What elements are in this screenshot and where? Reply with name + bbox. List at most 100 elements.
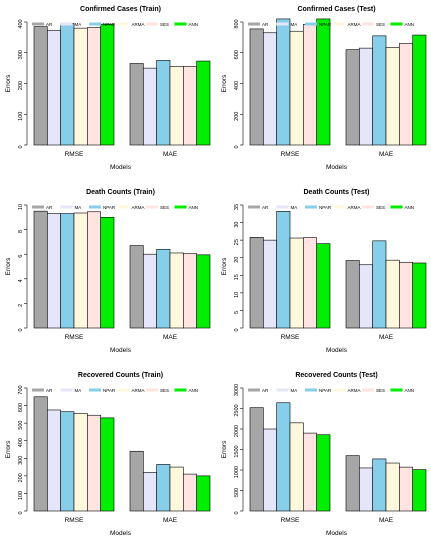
bar-ar-rmse bbox=[249, 28, 264, 146]
y-tick-label: 15 bbox=[234, 274, 240, 280]
y-tick-label: 0 bbox=[18, 511, 24, 514]
bar-ann-rmse bbox=[316, 243, 331, 329]
chart-panel: Confirmed Cases (Train) 0 100 200 300 400 Erro… bbox=[5, 6, 211, 171]
y-tick-label: 10 bbox=[18, 204, 24, 210]
bar-arma-rmse bbox=[73, 212, 88, 329]
bar-ma-mae bbox=[143, 472, 157, 512]
y-tick-label: 3000 bbox=[234, 384, 240, 396]
y-tick-label: 400 bbox=[18, 438, 24, 447]
legend-label: ARMA bbox=[348, 205, 361, 210]
x-category-label: MAE bbox=[163, 517, 178, 524]
bar-npar-mae bbox=[156, 248, 171, 329]
bar-ann-rmse bbox=[316, 434, 331, 512]
bar-arma-mae bbox=[169, 66, 184, 146]
bar-ses-mae bbox=[183, 473, 197, 512]
bar-ar-mae bbox=[345, 455, 360, 512]
legend-label: AR bbox=[46, 388, 53, 393]
legend-label: ARMA bbox=[348, 22, 361, 27]
chart-panel: Recovered Counts (Train) 0 100 200 300 400 500… bbox=[5, 372, 211, 537]
bar-npar-rmse bbox=[276, 18, 291, 146]
x-category-label: RMSE bbox=[281, 151, 300, 158]
legend-label: ANN bbox=[405, 388, 415, 393]
legend-label: SES bbox=[160, 22, 169, 27]
bar-arma-rmse bbox=[289, 422, 304, 512]
bar-ann-mae bbox=[196, 475, 211, 512]
bar-ses-rmse bbox=[87, 27, 101, 146]
x-category-label: MAE bbox=[379, 334, 394, 341]
y-tick-label: 100 bbox=[18, 112, 24, 121]
bar-ma-rmse bbox=[263, 239, 277, 329]
bar-ma-mae bbox=[359, 467, 373, 512]
bar-ses-rmse bbox=[303, 237, 317, 329]
y-tick-label: 25 bbox=[234, 239, 240, 245]
legend-label: MA bbox=[75, 388, 82, 393]
bar-ann-mae bbox=[196, 60, 211, 146]
legend-label: AR bbox=[262, 205, 269, 210]
bar-ar-mae bbox=[345, 49, 360, 146]
x-category-label: MAE bbox=[163, 151, 178, 158]
bar-ann-mae bbox=[412, 469, 427, 512]
legend-label: ANN bbox=[189, 205, 199, 210]
bar-ma-mae bbox=[359, 47, 373, 146]
legend-label: MA bbox=[291, 205, 298, 210]
legend-label: ARMA bbox=[132, 22, 145, 27]
legend-label: NPAR bbox=[103, 22, 116, 27]
bar-ar-rmse bbox=[249, 407, 264, 512]
chart-panel: Recovered Counts (Test) 0 500 1000 1500 2000 2… bbox=[221, 372, 427, 537]
y-tick-label: 0 bbox=[234, 511, 240, 514]
bar-arma-mae bbox=[385, 462, 400, 512]
bar-ann-rmse bbox=[100, 417, 115, 512]
bar-ses-mae bbox=[399, 261, 413, 329]
chart-panel: Confirmed Cases (Test) 0 200 400 600 800 Error… bbox=[221, 6, 427, 171]
bar-arma-rmse bbox=[289, 237, 304, 329]
x-axis-label: Models bbox=[326, 164, 348, 171]
bar-ar-mae bbox=[129, 245, 144, 329]
legend-label: ARMA bbox=[132, 388, 145, 393]
legend-label: MA bbox=[291, 22, 298, 27]
bar-ses-mae bbox=[399, 466, 413, 512]
bar-ma-mae bbox=[359, 264, 373, 329]
y-tick-label: 20 bbox=[234, 257, 240, 263]
legend-label: NPAR bbox=[319, 22, 332, 27]
bar-arma-rmse bbox=[289, 30, 304, 146]
legend-label: SES bbox=[376, 388, 385, 393]
bar-ar-rmse bbox=[33, 26, 48, 146]
y-tick-label: 400 bbox=[234, 81, 240, 90]
y-tick-label: 0 bbox=[234, 145, 240, 148]
y-tick-label: 8 bbox=[18, 230, 24, 233]
y-axis-label: Errors bbox=[221, 74, 228, 92]
bar-ses-rmse bbox=[87, 414, 101, 512]
x-axis-label: Models bbox=[326, 347, 348, 354]
y-tick-label: 400 bbox=[18, 19, 24, 28]
chart-title: Confirmed Cases (Test) bbox=[297, 6, 375, 13]
bar-ar-mae bbox=[129, 450, 144, 512]
bar-ann-rmse bbox=[100, 23, 115, 146]
y-tick-label: 35 bbox=[234, 204, 240, 210]
y-tick-label: 5 bbox=[234, 311, 240, 314]
legend-label: MA bbox=[75, 205, 82, 210]
bar-ma-rmse bbox=[263, 428, 277, 512]
x-category-label: MAE bbox=[379, 151, 394, 158]
bar-npar-rmse bbox=[60, 23, 75, 146]
bar-ann-mae bbox=[196, 254, 211, 329]
bar-ar-mae bbox=[345, 260, 360, 329]
legend-label: AR bbox=[46, 205, 53, 210]
legend-label: ANN bbox=[405, 22, 415, 27]
x-category-label: RMSE bbox=[65, 151, 84, 158]
bar-ann-rmse bbox=[100, 216, 115, 329]
legend-label: NPAR bbox=[103, 205, 116, 210]
x-axis-label: Models bbox=[110, 530, 132, 537]
bar-ma-mae bbox=[143, 253, 157, 329]
bar-ses-mae bbox=[183, 253, 197, 329]
y-tick-label: 0 bbox=[234, 328, 240, 331]
legend-label: NPAR bbox=[319, 205, 332, 210]
bar-ma-rmse bbox=[263, 32, 277, 146]
bar-ann-mae bbox=[412, 34, 427, 146]
chart-title: Confirmed Cases (Train) bbox=[80, 6, 161, 13]
legend-label: ANN bbox=[189, 22, 199, 27]
chart-panel: Death Counts (Train) 0 2 4 6 8 10 Errors RMSE MAE… bbox=[5, 189, 211, 354]
y-tick-label: 30 bbox=[234, 222, 240, 228]
bar-npar-mae bbox=[156, 60, 171, 146]
y-tick-label: 300 bbox=[18, 50, 24, 59]
bar-npar-mae bbox=[372, 458, 387, 512]
